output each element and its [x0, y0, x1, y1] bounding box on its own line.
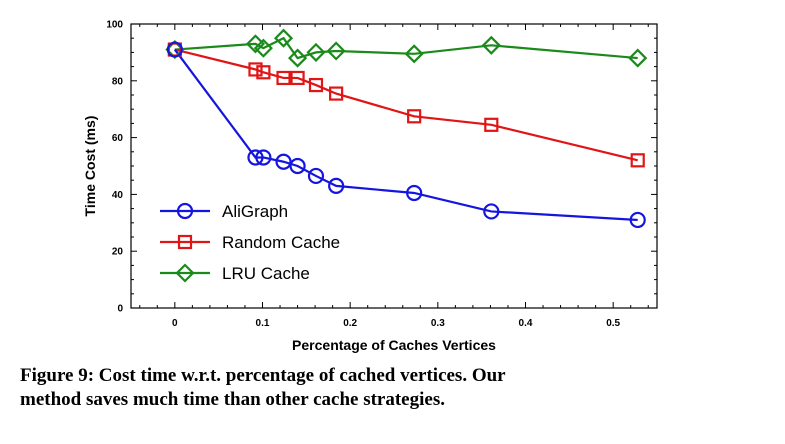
- y-tick-label: 60: [112, 133, 124, 144]
- data-point-circle: [289, 157, 306, 175]
- series-line-diamond: [174, 36, 638, 60]
- legend-marker: [175, 263, 195, 283]
- data-point-diamond: [628, 48, 648, 68]
- legend-label: AliGraph: [222, 202, 288, 221]
- data-point-square: [308, 77, 324, 93]
- x-tick-label: 0.3: [431, 318, 445, 329]
- data-point-diamond: [404, 44, 424, 64]
- data-point-diamond: [288, 48, 308, 68]
- legend-entry: LRU Cache: [160, 263, 310, 283]
- series-lines: [173, 36, 638, 222]
- y-tick-label: 100: [106, 20, 123, 31]
- data-point-square: [290, 70, 305, 86]
- legend-label: LRU Cache: [222, 264, 310, 283]
- data-point-square: [329, 86, 344, 101]
- data-point-diamond: [273, 28, 294, 48]
- x-tick-label: 0.4: [519, 318, 533, 329]
- data-point-circle: [247, 149, 264, 166]
- axis-ticks: [131, 23, 657, 309]
- data-point-square: [484, 117, 499, 132]
- plot-frame: [130, 23, 658, 309]
- data-point-circle: [483, 203, 500, 220]
- data-point-square: [630, 153, 645, 168]
- data-point-square: [276, 70, 291, 86]
- x-tick-label: 0.1: [256, 318, 270, 329]
- y-tick-label: 40: [112, 190, 124, 201]
- x-axis-label: Percentage of Caches Vertices: [292, 337, 496, 353]
- x-tick-label: 0.5: [606, 318, 620, 329]
- data-point-circle: [255, 149, 272, 166]
- tick-labels: 0 0.1 0.2 0.3 0.4 0.5 0 20 40 60 80 100: [106, 20, 620, 330]
- legend-marker: [176, 202, 194, 220]
- data-point-diamond: [326, 41, 346, 61]
- series-line-square: [174, 48, 638, 162]
- y-tick-label: 0: [117, 304, 123, 315]
- x-tick-label: 0.2: [343, 318, 357, 329]
- data-point-circle: [328, 177, 345, 194]
- x-tick-label: 0: [172, 318, 178, 329]
- legend-entry: Random Cache: [160, 233, 340, 252]
- y-axis-label: Time Cost (ms): [82, 116, 98, 217]
- y-tick-label: 80: [112, 76, 124, 87]
- legend-label: Random Cache: [222, 233, 340, 252]
- data-point-diamond: [253, 38, 273, 58]
- legend: AliGraph Random Cache LRU Cache: [160, 202, 340, 283]
- y-tick-label: 20: [112, 247, 124, 258]
- figure-caption: Figure 9: Cost time w.r.t. percentage of…: [20, 364, 770, 412]
- legend-marker: [177, 234, 193, 250]
- data-point-circle: [406, 184, 423, 202]
- data-point-circle: [166, 41, 183, 58]
- data-point-circle: [307, 167, 325, 185]
- data-point-square: [256, 65, 271, 80]
- series-markers: [165, 28, 648, 229]
- data-point-square: [248, 62, 263, 77]
- data-point-circle: [629, 211, 646, 229]
- caption-line-2: method saves much time than other cache …: [20, 389, 445, 410]
- data-point-square: [407, 109, 422, 124]
- data-point-diamond: [481, 35, 501, 55]
- chart: 0 0.1 0.2 0.3 0.4 0.5 0 20 40 60 80 100 Percentage …: [82, 20, 658, 353]
- data-point-circle: [275, 153, 292, 170]
- series-line-circle: [173, 48, 638, 222]
- caption-line-1: Figure 9: Cost time w.r.t. percentage of…: [20, 365, 506, 386]
- legend-entry: AliGraph: [160, 202, 288, 221]
- data-point-diamond: [306, 42, 326, 62]
